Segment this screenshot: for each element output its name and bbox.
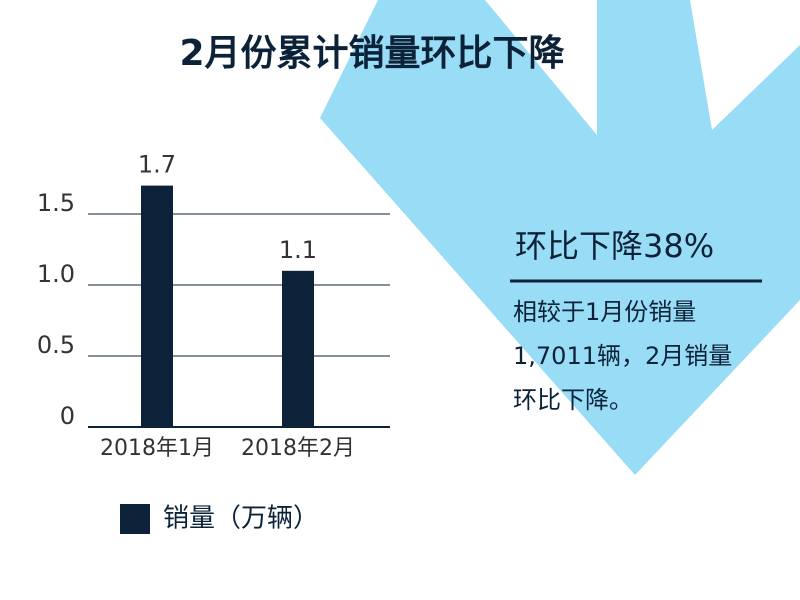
- y-tick-label: 1.0: [37, 260, 75, 288]
- bar: [282, 270, 314, 427]
- y-tick-label: 1.5: [37, 189, 75, 217]
- legend-swatch: [120, 504, 150, 534]
- callout-line: 1,7011辆，2月销量: [513, 342, 732, 370]
- chart-title: 2月份累计销量环比下降: [179, 33, 564, 74]
- value-label: 1.1: [279, 236, 317, 264]
- callout-title: 环比下降38%: [515, 227, 714, 265]
- y-tick-label: 0.5: [37, 331, 75, 359]
- callout-line: 相较于1月份销量: [513, 298, 696, 326]
- bar: [141, 185, 173, 427]
- arrow-decoration: [320, 0, 800, 475]
- value-label: 1.7: [138, 151, 176, 179]
- y-tick-label: 0: [60, 402, 75, 430]
- callout-line: 环比下降。: [513, 386, 633, 414]
- legend-label: 销量（万辆）: [163, 504, 319, 534]
- x-tick-label: 2018年1月: [100, 436, 214, 461]
- x-tick-label: 2018年2月: [241, 436, 355, 461]
